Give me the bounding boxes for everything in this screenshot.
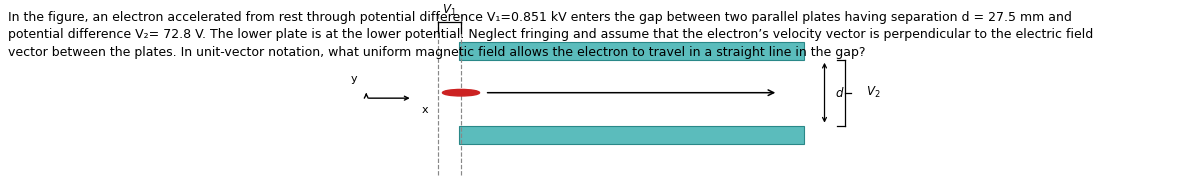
Bar <box>459 42 804 60</box>
Circle shape <box>443 89 480 96</box>
Text: $V_1$: $V_1$ <box>443 3 457 18</box>
Text: In the figure, an electron accelerated from rest through potential difference V₁: In the figure, an electron accelerated f… <box>8 11 1093 59</box>
Bar <box>459 126 804 144</box>
Text: y: y <box>350 74 358 85</box>
Text: x: x <box>422 105 428 116</box>
Text: $V_2$: $V_2$ <box>866 85 880 100</box>
Text: $d$: $d$ <box>835 86 844 100</box>
